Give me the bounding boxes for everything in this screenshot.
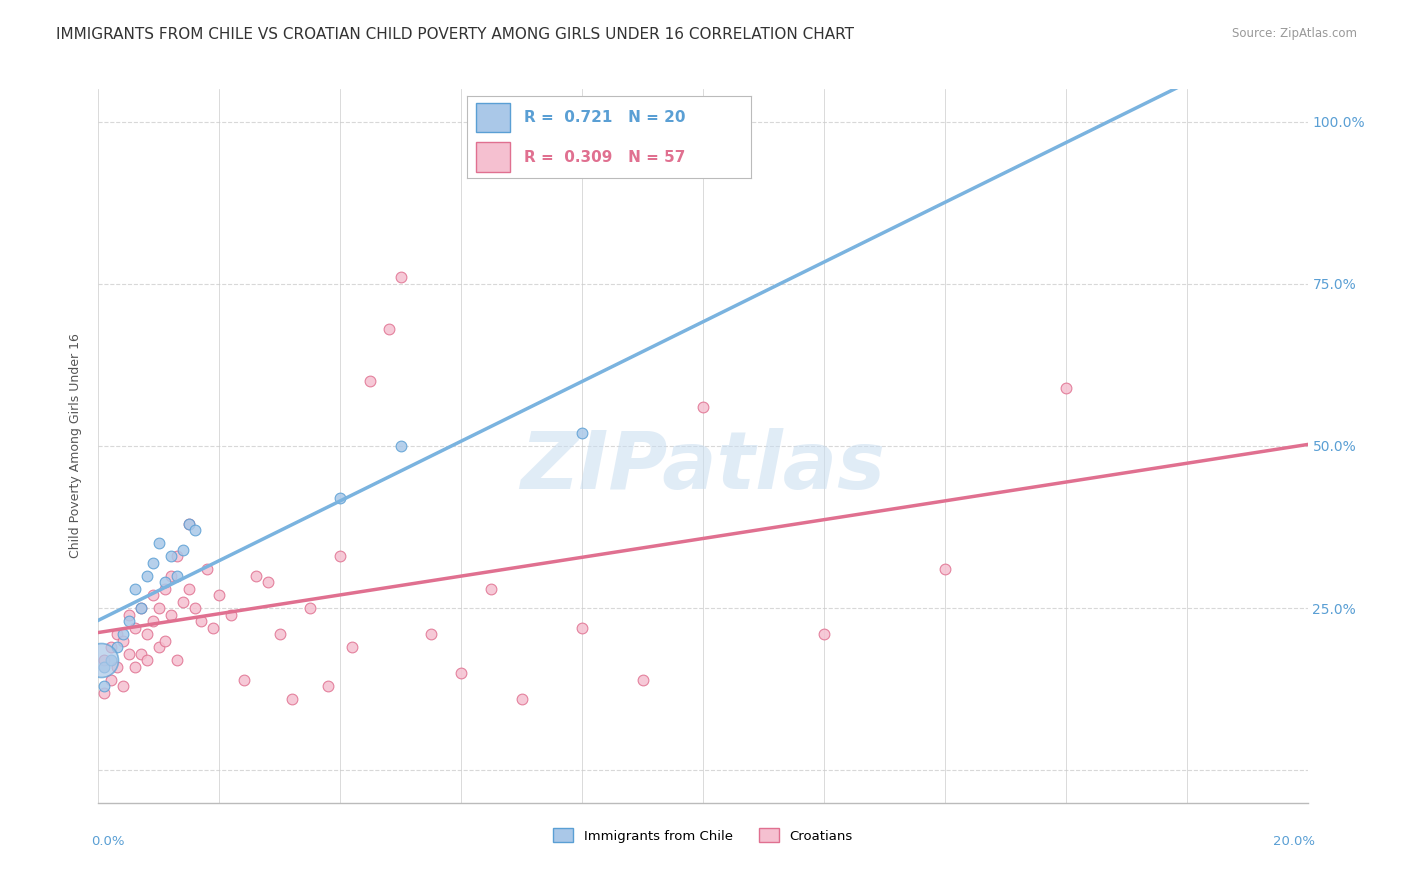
Text: 20.0%: 20.0% (1272, 835, 1315, 847)
Point (153, 575, 176, 590)
Point (118, 647, 141, 661)
Point (118, 614, 141, 628)
Point (221, 607, 243, 622)
Point (269, 627, 291, 641)
Point (202, 621, 225, 635)
Point (111, 627, 134, 641)
Point (389, 439, 412, 453)
Point (1054, 381, 1077, 395)
Point (93, 679, 115, 693)
Point (100, 640, 122, 654)
Text: IMMIGRANTS FROM CHILE VS CROATIAN CHILD POVERTY AMONG GIRLS UNDER 16 CORRELATION: IMMIGRANTS FROM CHILE VS CROATIAN CHILD … (56, 27, 855, 42)
Point (142, 588, 165, 602)
Point (160, 568, 183, 582)
Point (160, 607, 183, 622)
Point (571, 621, 593, 635)
Point (420, 627, 443, 641)
Point (166, 653, 188, 667)
Point (450, 666, 472, 681)
Point (129, 601, 152, 615)
Text: Source: ZipAtlas.com: Source: ZipAtlas.com (1232, 27, 1357, 40)
Point (179, 516, 201, 531)
Point (105, 627, 128, 641)
Point (389, 270, 412, 285)
Point (135, 627, 157, 641)
Point (245, 568, 267, 582)
Point (153, 633, 176, 648)
Point (129, 647, 152, 661)
Point (281, 692, 304, 706)
Point (692, 400, 714, 414)
Point (510, 692, 533, 706)
Point (179, 582, 201, 596)
Text: ZIPatlas: ZIPatlas (520, 428, 886, 507)
Point (153, 582, 176, 596)
Point (148, 601, 170, 615)
Legend: Immigrants from Chile, Croatians: Immigrants from Chile, Croatians (548, 823, 858, 848)
Point (299, 601, 322, 615)
Point (329, 549, 352, 564)
Point (360, 374, 382, 388)
Point (342, 640, 364, 654)
Point (111, 679, 134, 693)
Point (135, 653, 157, 667)
Point (172, 542, 194, 557)
Point (208, 588, 231, 602)
Point (105, 659, 128, 673)
Point (316, 679, 339, 693)
Point (232, 673, 254, 687)
Point (135, 568, 157, 582)
Point (166, 568, 188, 582)
Point (93, 685, 115, 699)
Point (124, 582, 146, 596)
Point (142, 614, 165, 628)
Point (813, 627, 835, 641)
Point (118, 607, 141, 622)
Point (631, 673, 654, 687)
Point (142, 556, 165, 570)
Point (100, 653, 122, 667)
Point (256, 575, 278, 590)
Point (129, 601, 152, 615)
Point (571, 425, 593, 440)
Point (329, 491, 352, 505)
Point (377, 322, 399, 336)
Point (934, 562, 956, 576)
Point (190, 614, 212, 628)
Point (124, 659, 146, 673)
Point (90, 653, 112, 667)
Point (148, 536, 170, 550)
Point (195, 562, 218, 576)
Point (124, 621, 146, 635)
Point (172, 595, 194, 609)
Point (179, 516, 201, 531)
Point (105, 640, 128, 654)
Point (93, 659, 115, 673)
Point (481, 582, 503, 596)
Point (100, 673, 122, 687)
Point (111, 633, 134, 648)
Y-axis label: Child Poverty Among Girls Under 16: Child Poverty Among Girls Under 16 (69, 334, 83, 558)
Point (184, 601, 207, 615)
Point (166, 549, 188, 564)
Point (160, 549, 183, 564)
Point (93, 653, 115, 667)
Point (184, 524, 207, 538)
Text: 0.0%: 0.0% (91, 835, 125, 847)
Point (148, 640, 170, 654)
